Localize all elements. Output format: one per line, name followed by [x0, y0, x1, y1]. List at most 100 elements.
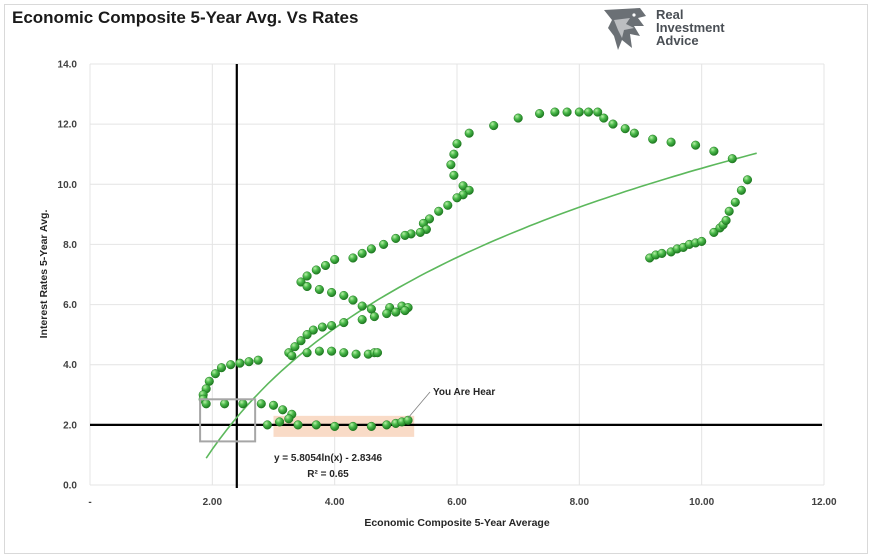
data-point: [415, 227, 425, 237]
x-tick-label: 4.00: [325, 497, 345, 508]
data-point: [216, 363, 227, 373]
data-point: [268, 400, 279, 410]
trendline-r-squared: R² = 0.65: [307, 469, 349, 480]
data-point: [452, 193, 462, 203]
data-point: [736, 185, 746, 195]
data-point: [382, 309, 392, 319]
data-point: [317, 322, 327, 332]
data-point: [357, 248, 367, 258]
data-point: [311, 265, 321, 275]
data-point: [666, 137, 676, 147]
data-point: [220, 399, 230, 409]
data-point: [366, 421, 376, 431]
data-point: [727, 154, 737, 164]
data-point: [379, 239, 389, 249]
data-point: [697, 236, 707, 246]
data-point: [446, 160, 456, 170]
data-point: [535, 109, 545, 119]
x-tick-label: 6.00: [447, 497, 467, 508]
data-point: [284, 414, 294, 424]
data-point: [730, 197, 740, 207]
data-point: [391, 307, 401, 317]
data-point: [302, 281, 312, 292]
log-trendline: [205, 152, 757, 459]
data-point: [357, 301, 367, 311]
data-point: [452, 139, 462, 149]
logo-line-2: Investment: [656, 20, 725, 35]
data-point: [348, 421, 358, 431]
data-point: [366, 244, 376, 254]
data-point: [357, 315, 367, 325]
data-point: [382, 420, 392, 430]
you-are-here-annotation: You Are Hear: [433, 387, 495, 398]
data-point: [489, 121, 499, 131]
data-point: [339, 318, 349, 328]
data-point: [403, 415, 413, 425]
data-point: [327, 287, 337, 298]
data-point: [275, 417, 285, 427]
data-point: [424, 214, 435, 224]
highlight-layer: [273, 415, 415, 437]
current-range-highlight: [273, 415, 415, 437]
data-point: [314, 284, 324, 295]
data-point: [513, 113, 523, 123]
tick-labels: 0.0 2.0 4.0 6.0 8.0 10.0 12.0 14.0 - 2.00 4.00 6.00…: [58, 60, 837, 509]
data-point: [372, 348, 383, 358]
data-point: [330, 421, 340, 431]
data-point: [583, 107, 594, 117]
data-point: [550, 107, 560, 117]
data-point: [464, 185, 474, 195]
data-point: [391, 233, 401, 243]
data-point: [369, 312, 379, 322]
data-point: [348, 295, 358, 305]
data-point: [308, 325, 318, 335]
x-axis-title: Economic Composite 5-Year Average: [364, 517, 550, 529]
chart-frame: [4, 4, 868, 554]
data-point: [253, 355, 263, 365]
data-point: [311, 420, 321, 430]
data-point: [339, 290, 349, 301]
data-point: [302, 330, 312, 340]
data-point: [302, 348, 312, 358]
data-point: [400, 306, 410, 316]
data-point: [709, 146, 719, 156]
data-point: [608, 119, 618, 129]
y-tick-label: 4.0: [63, 360, 77, 371]
data-point: [742, 175, 753, 185]
data-point: [226, 360, 236, 370]
y-tick-label: 2.0: [63, 420, 77, 431]
data-point: [443, 200, 453, 210]
data-point: [290, 342, 300, 352]
data-point: [238, 399, 248, 409]
gridlines: [89, 63, 825, 486]
data-point: [464, 128, 474, 138]
y-tick-label: 14.0: [58, 60, 78, 71]
y-tick-label: 12.0: [58, 120, 78, 131]
y-axis-title: Interest Rates 5-Year Avg.: [38, 210, 50, 339]
data-point: [449, 170, 459, 180]
data-point: [351, 349, 361, 359]
data-point: [287, 351, 297, 361]
y-tick-label: 8.0: [63, 240, 77, 251]
data-point: [244, 357, 254, 367]
y-tick-label: 0.0: [63, 481, 77, 492]
data-point: [314, 346, 324, 356]
box-layer: [199, 398, 257, 443]
x-tick-label: -: [88, 497, 91, 508]
data-point: [691, 140, 701, 150]
data-point: [574, 107, 584, 117]
data-point: [709, 227, 719, 237]
data-point: [296, 277, 306, 287]
data-point: [724, 206, 734, 216]
chart-title: Economic Composite 5-Year Avg. Vs Rates: [12, 8, 359, 27]
data-point: [327, 321, 337, 331]
data-point: [320, 260, 331, 271]
y-tick-label: 6.0: [63, 300, 77, 311]
data-point: [235, 358, 245, 368]
logo-line-1: Real: [656, 7, 684, 22]
data-point: [348, 253, 358, 263]
data-point: [278, 405, 288, 415]
data-point: [458, 181, 468, 191]
x-tick-label: 8.00: [570, 497, 590, 508]
